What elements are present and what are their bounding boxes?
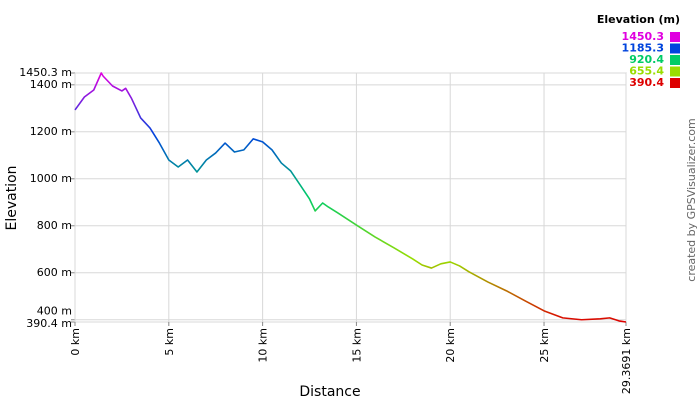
legend-label: 390.4 [629,76,664,89]
x-tick-label: 15 km [350,328,363,363]
x-tick-label: 5 km [163,328,176,356]
legend-swatch [670,43,680,54]
legend-swatch [670,78,680,88]
plot-area [74,72,627,323]
y-tick-label: 800 m [37,219,72,232]
y-tick-label: 1450.3 m [19,66,72,79]
legend-label: 920.4 [629,53,664,66]
legend-label: 1185.3 [622,42,664,55]
y-tick-label: 390.4 m [26,317,72,330]
x-tick-label: 0 km [69,328,82,356]
x-tick-label: 29.3691 km [620,328,633,394]
y-tick-label: 400 m [37,305,72,318]
legend-swatch [670,32,680,42]
y-tick-label: 1400 m [30,78,72,91]
y-tick-label: 600 m [37,266,72,279]
x-tick-label: 10 km [257,328,270,363]
legend-swatch [670,66,680,77]
elevation-line [74,72,627,323]
x-tick-label: 25 km [538,328,551,363]
legend-label: 1450.3 [622,30,664,43]
x-axis-label: Distance [299,384,360,400]
legend-title: Elevation (m) [597,13,680,26]
y-tick-label: 1200 m [30,125,72,138]
credit: created by GPSVisualizer.com [685,118,698,281]
x-tick-label: 20 km [444,328,457,363]
legend-swatch [670,55,680,65]
y-tick-label: 1000 m [30,172,72,185]
legend-label: 655.4 [629,65,664,78]
y-axis-label: Elevation [4,165,20,230]
